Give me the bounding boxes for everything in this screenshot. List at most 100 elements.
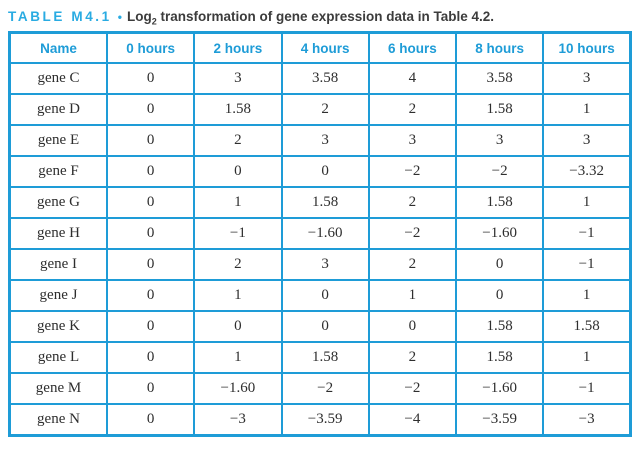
value-cell: 0: [105, 403, 196, 437]
value-cell: −1.60: [193, 372, 283, 405]
value-cell: 2: [280, 93, 370, 126]
value-cell: 1: [542, 186, 632, 219]
value-cell: 0: [193, 310, 283, 343]
value-cell: 0: [105, 155, 196, 188]
value-cell: 2: [367, 341, 458, 374]
value-cell: 0: [105, 372, 196, 405]
value-cell: 2: [367, 248, 458, 281]
value-cell: −2: [367, 372, 458, 405]
value-cell: 0: [105, 248, 196, 281]
value-cell: 3.58: [454, 62, 545, 95]
table-row: gene D 0 1.58 2 2 1.58 1: [8, 93, 632, 126]
value-cell: 0: [105, 124, 196, 157]
value-cell: 0: [280, 310, 370, 343]
value-cell: 1: [193, 279, 283, 312]
value-cell: 0: [280, 155, 370, 188]
value-cell: 1.58: [193, 93, 283, 126]
value-cell: 1.58: [454, 341, 545, 374]
value-cell: 3: [367, 124, 458, 157]
value-cell: 0: [454, 248, 545, 281]
column-header: 4 hours: [280, 31, 370, 64]
table-caption: Log2 transformation of gene expression d…: [126, 9, 495, 27]
value-cell: 3: [542, 62, 632, 95]
gene-name-cell: gene J: [8, 279, 108, 312]
value-cell: −2: [280, 372, 370, 405]
value-cell: −3: [542, 403, 632, 437]
gene-expression-table: Name 0 hours 2 hours 4 hours 6 hours 8 hours 1…: [8, 31, 632, 437]
value-cell: 1.58: [280, 186, 370, 219]
value-cell: 2: [193, 124, 283, 157]
gene-name-cell: gene F: [8, 155, 108, 188]
column-header: 0 hours: [105, 31, 196, 64]
value-cell: 1.58: [542, 310, 632, 343]
caption-log-prefix: Log: [126, 9, 152, 24]
value-cell: 0: [454, 279, 545, 312]
value-cell: 1.58: [454, 93, 545, 126]
value-cell: 1: [193, 186, 283, 219]
value-cell: −4: [367, 403, 458, 437]
column-header: 10 hours: [542, 31, 632, 64]
value-cell: 0: [105, 217, 196, 250]
value-cell: 0: [367, 310, 458, 343]
table-row: gene G 0 1 1.58 2 1.58 1: [8, 186, 632, 219]
value-cell: −1.60: [454, 372, 545, 405]
table-header-row: Name 0 hours 2 hours 4 hours 6 hours 8 hours 1…: [8, 31, 632, 64]
value-cell: 1: [193, 341, 283, 374]
gene-name-cell: gene K: [8, 310, 108, 343]
value-cell: −3.32: [542, 155, 632, 188]
table-row: gene C 0 3 3.58 4 3.58 3: [8, 62, 632, 95]
value-cell: 1: [542, 279, 632, 312]
value-cell: 0: [280, 279, 370, 312]
value-cell: 1.58: [280, 341, 370, 374]
value-cell: −1: [542, 372, 632, 405]
gene-name-cell: gene D: [8, 93, 108, 126]
column-header: 2 hours: [193, 31, 283, 64]
gene-name-cell: gene N: [8, 403, 108, 437]
value-cell: −2: [367, 217, 458, 250]
table-row: gene L 0 1 1.58 2 1.58 1: [8, 341, 632, 374]
value-cell: −3.59: [280, 403, 370, 437]
value-cell: 0: [105, 341, 196, 374]
column-header: 8 hours: [454, 31, 545, 64]
value-cell: 3.58: [280, 62, 370, 95]
value-cell: 3: [454, 124, 545, 157]
value-cell: 1.58: [454, 310, 545, 343]
gene-name-cell: gene M: [8, 372, 108, 405]
value-cell: 0: [105, 93, 196, 126]
gene-name-cell: gene H: [8, 217, 108, 250]
gene-name-cell: gene I: [8, 248, 108, 281]
value-cell: 3: [542, 124, 632, 157]
value-cell: 3: [280, 248, 370, 281]
value-cell: −1.60: [454, 217, 545, 250]
table-title: TABLE M4.1 • Log2 transformation of gene e…: [0, 0, 640, 31]
value-cell: −1: [542, 248, 632, 281]
value-cell: 0: [105, 279, 196, 312]
value-cell: −2: [367, 155, 458, 188]
value-cell: −1: [542, 217, 632, 250]
column-header: 6 hours: [367, 31, 458, 64]
column-header: Name: [8, 31, 108, 64]
value-cell: 2: [367, 186, 458, 219]
gene-name-cell: gene E: [8, 124, 108, 157]
table-row: gene K 0 0 0 0 1.58 1.58: [8, 310, 632, 343]
bullet-icon: •: [117, 10, 122, 24]
value-cell: 1: [542, 93, 632, 126]
value-cell: 2: [193, 248, 283, 281]
value-cell: 0: [193, 155, 283, 188]
table-row: gene F 0 0 0 −2 −2 −3.32: [8, 155, 632, 188]
value-cell: 4: [367, 62, 458, 95]
caption-log-subscript: 2: [151, 16, 157, 27]
gene-name-cell: gene G: [8, 186, 108, 219]
caption-rest: transformation of gene expression data i…: [156, 9, 495, 24]
value-cell: −2: [454, 155, 545, 188]
table-number-label: TABLE M4.1: [8, 9, 112, 24]
value-cell: 0: [105, 186, 196, 219]
value-cell: 0: [105, 310, 196, 343]
value-cell: 1: [542, 341, 632, 374]
value-cell: 1.58: [454, 186, 545, 219]
value-cell: 2: [367, 93, 458, 126]
value-cell: 3: [193, 62, 283, 95]
gene-name-cell: gene C: [8, 62, 108, 95]
